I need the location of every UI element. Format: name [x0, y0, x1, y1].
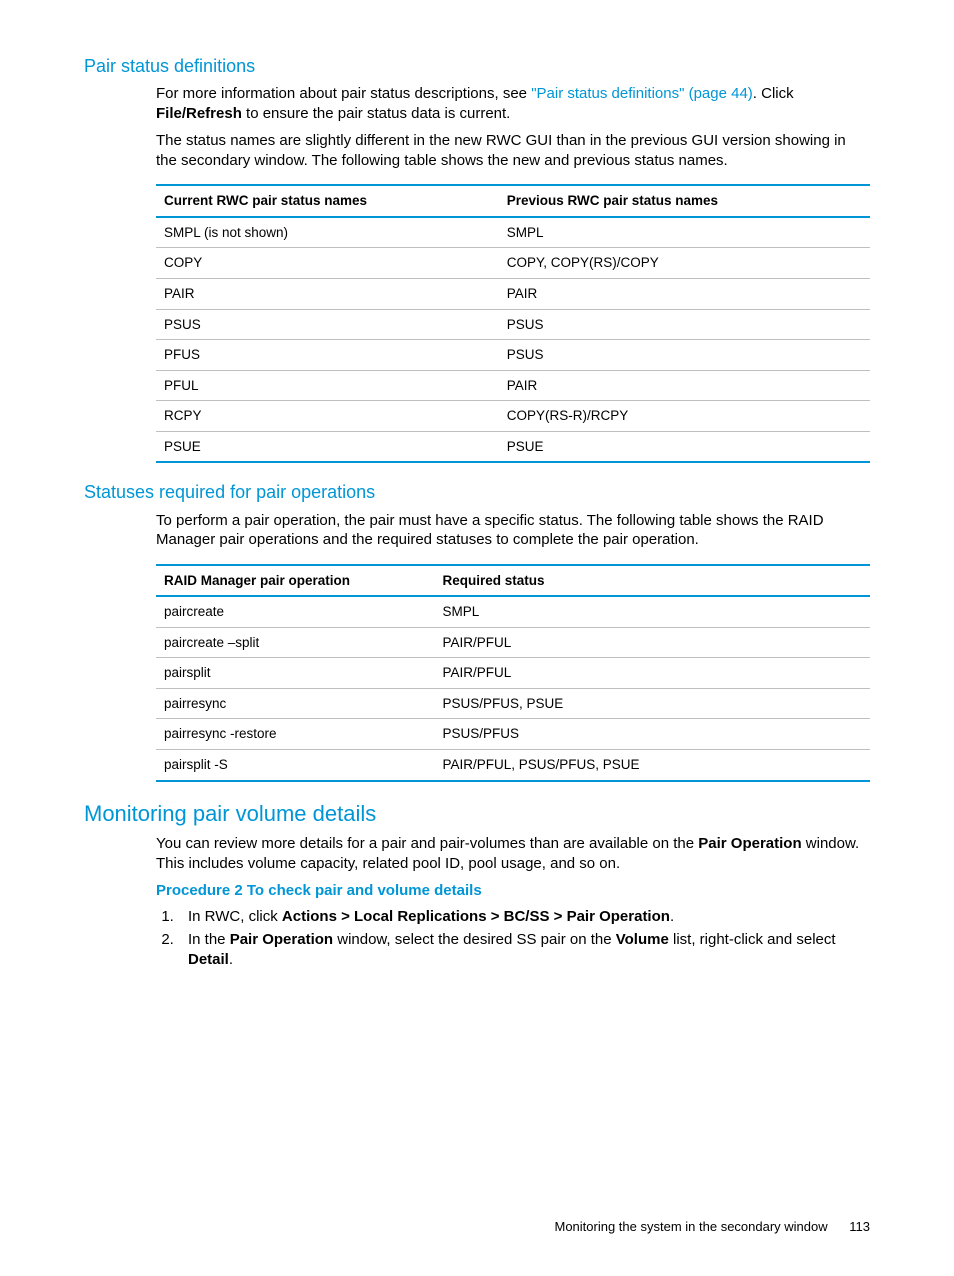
table-row: RCPYCOPY(RS-R)/RCPY [156, 401, 870, 432]
cell: PFUS [156, 340, 499, 371]
table-row: pairsplit -SPAIR/PFUL, PSUS/PFUS, PSUE [156, 749, 870, 780]
heading-monitoring-pair-volume: Monitoring pair volume details [84, 800, 870, 829]
procedure-list: In RWC, click Actions > Local Replicatio… [156, 907, 870, 970]
bold-text: Pair Operation [230, 931, 333, 948]
link-pair-status-definitions[interactable]: "Pair status definitions" (page 44) [531, 85, 753, 102]
cell: PAIR/PFUL, PSUS/PFUS, PSUE [434, 749, 870, 780]
para: For more information about pair status d… [156, 84, 870, 123]
bold-text: File/Refresh [156, 105, 242, 122]
table-row: pairresync -restorePSUS/PFUS [156, 719, 870, 750]
page-number: 113 [849, 1219, 870, 1234]
page-footer: Monitoring the system in the secondary w… [84, 1219, 870, 1236]
cell: PFUL [156, 370, 499, 401]
cell: PSUS/PFUS [434, 719, 870, 750]
heading-pair-status-definitions: Pair status definitions [84, 55, 870, 78]
cell: PAIR [156, 279, 499, 310]
text: In RWC, click [188, 908, 282, 925]
cell: COPY, COPY(RS)/COPY [499, 248, 870, 279]
list-item: In the Pair Operation window, select the… [178, 930, 870, 969]
cell: paircreate [156, 596, 434, 627]
section3-body: You can review more details for a pair a… [156, 834, 870, 969]
footer-text: Monitoring the system in the secondary w… [555, 1219, 828, 1234]
para: You can review more details for a pair a… [156, 834, 870, 873]
cell: PAIR/PFUL [434, 658, 870, 689]
table-row: PSUEPSUE [156, 431, 870, 462]
table-row: PFULPAIR [156, 370, 870, 401]
bold-text: Pair Operation [698, 835, 801, 852]
cell: pairresync [156, 688, 434, 719]
cell: PSUS [156, 309, 499, 340]
table-row: paircreate –splitPAIR/PFUL [156, 627, 870, 658]
text: For more information about pair status d… [156, 85, 531, 102]
cell: pairsplit -S [156, 749, 434, 780]
text: . [229, 951, 233, 968]
section2-body: To perform a pair operation, the pair mu… [156, 511, 870, 782]
heading-procedure-2: Procedure 2 To check pair and volume det… [156, 881, 870, 901]
col-header: Previous RWC pair status names [499, 185, 870, 217]
cell: pairsplit [156, 658, 434, 689]
cell: PSUS [499, 340, 870, 371]
table-header-row: RAID Manager pair operation Required sta… [156, 565, 870, 597]
col-header: Required status [434, 565, 870, 597]
table-row: COPYCOPY, COPY(RS)/COPY [156, 248, 870, 279]
cell: SMPL [434, 596, 870, 627]
cell: PSUS/PFUS, PSUE [434, 688, 870, 719]
bold-text: Actions > Local Replications > BC/SS > P… [282, 908, 670, 925]
text: In the [188, 931, 230, 948]
para: To perform a pair operation, the pair mu… [156, 511, 870, 550]
cell: PSUS [499, 309, 870, 340]
cell: PAIR/PFUL [434, 627, 870, 658]
cell: PAIR [499, 279, 870, 310]
table-row: paircreateSMPL [156, 596, 870, 627]
cell: pairresync -restore [156, 719, 434, 750]
cell: SMPL (is not shown) [156, 217, 499, 248]
text: list, right-click and select [669, 931, 836, 948]
cell: PAIR [499, 370, 870, 401]
col-header: RAID Manager pair operation [156, 565, 434, 597]
table-row: SMPL (is not shown)SMPL [156, 217, 870, 248]
cell: COPY [156, 248, 499, 279]
text: . [670, 908, 674, 925]
cell: COPY(RS-R)/RCPY [499, 401, 870, 432]
cell: SMPL [499, 217, 870, 248]
text: to ensure the pair status data is curren… [242, 105, 510, 122]
table-row: pairsplitPAIR/PFUL [156, 658, 870, 689]
table-row: PAIRPAIR [156, 279, 870, 310]
bold-text: Detail [188, 951, 229, 968]
table-row: pairresyncPSUS/PFUS, PSUE [156, 688, 870, 719]
table-row: PFUSPSUS [156, 340, 870, 371]
cell: PSUE [156, 431, 499, 462]
bold-text: Volume [616, 931, 669, 948]
cell: RCPY [156, 401, 499, 432]
table-header-row: Current RWC pair status names Previous R… [156, 185, 870, 217]
section1-body: For more information about pair status d… [156, 84, 870, 463]
text: You can review more details for a pair a… [156, 835, 698, 852]
col-header: Current RWC pair status names [156, 185, 499, 217]
text: window, select the desired SS pair on th… [333, 931, 616, 948]
table-row: PSUSPSUS [156, 309, 870, 340]
table-pair-status-names: Current RWC pair status names Previous R… [156, 184, 870, 463]
list-item: In RWC, click Actions > Local Replicatio… [178, 907, 870, 927]
table-raid-manager-ops: RAID Manager pair operation Required sta… [156, 564, 870, 782]
text: . Click [753, 85, 794, 102]
para: The status names are slightly different … [156, 131, 870, 170]
cell: PSUE [499, 431, 870, 462]
cell: paircreate –split [156, 627, 434, 658]
heading-statuses-required: Statuses required for pair operations [84, 481, 870, 504]
